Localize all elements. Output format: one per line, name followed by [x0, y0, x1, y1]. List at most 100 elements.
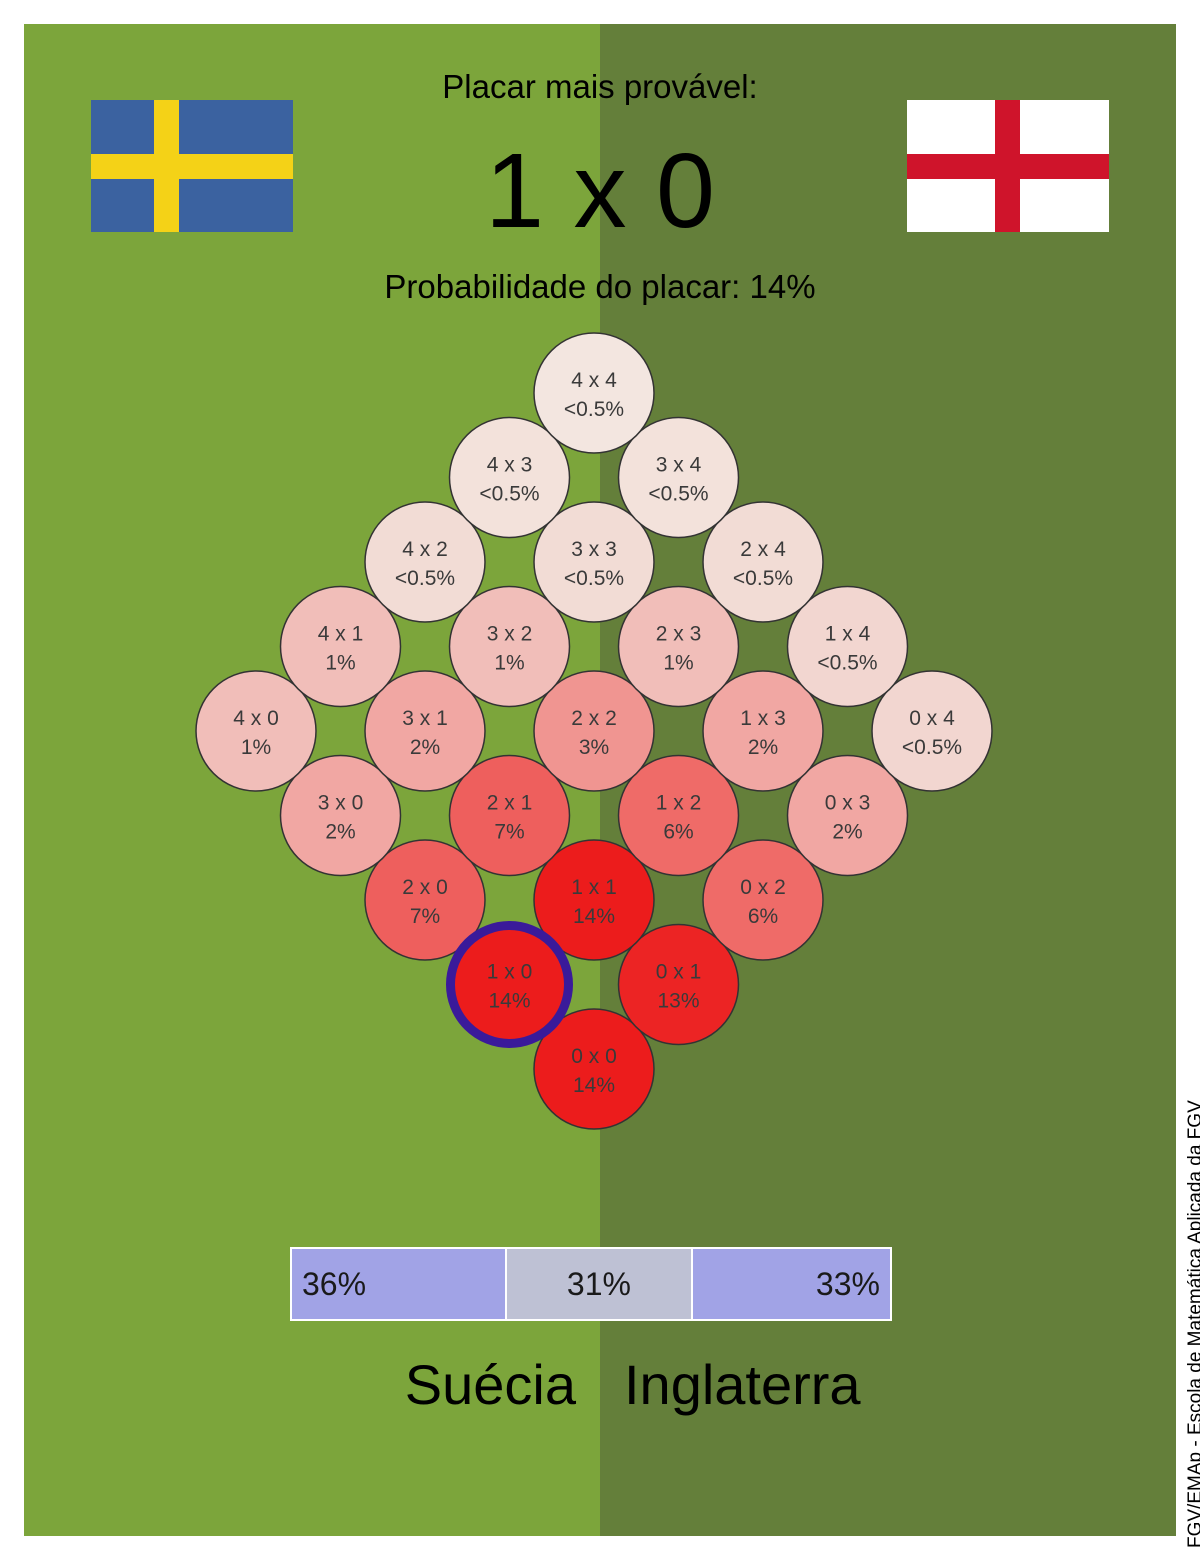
score-cell-3-2: 3 x 2 1% — [448, 585, 571, 708]
score-probability-label: 7% — [410, 905, 440, 928]
score-cell-1-2: 1 x 2 6% — [617, 754, 740, 877]
headline: Placar mais provável: — [442, 68, 758, 105]
score-label: 3 x 3 — [571, 538, 617, 561]
score-label: 3 x 4 — [656, 454, 702, 477]
score-circle — [364, 839, 486, 961]
score-cell-1-3: 1 x 3 2% — [702, 670, 824, 792]
score-label: 4 x 3 — [487, 454, 533, 477]
england-flag-icon — [907, 100, 1109, 232]
score-label: 3 x 2 — [487, 623, 533, 646]
score-cell-3-1: 3 x 1 2% — [364, 670, 486, 792]
score-label: 2 x 2 — [571, 707, 617, 730]
score-probability-label: <0.5% — [479, 483, 539, 506]
home-team-name: Suécia — [404, 1353, 576, 1416]
score-cell-1-1: 1 x 1 14% — [533, 839, 655, 961]
score-probability-label: 1% — [241, 736, 271, 759]
score-probability-label: <0.5% — [564, 567, 624, 590]
score-cell-0-4: 0 x 4 <0.5% — [871, 670, 993, 792]
score-label: 4 x 1 — [318, 623, 364, 646]
score-label: 3 x 0 — [318, 792, 364, 815]
credit-text: FGV/EMAp - Escola de Matemática Aplicada… — [1185, 1100, 1200, 1548]
score-cell-2-2: 2 x 2 3% — [533, 670, 655, 792]
score-circle — [448, 585, 571, 708]
score-probability-label: 2% — [748, 736, 778, 759]
score-circle — [448, 754, 571, 877]
score-circle — [533, 332, 655, 454]
score-cell-1-4: 1 x 4 <0.5% — [786, 585, 909, 708]
score-cell-2-1: 2 x 1 7% — [448, 754, 571, 877]
score-circle — [786, 754, 909, 877]
score-label: 4 x 2 — [402, 538, 448, 561]
score-probability-label: 2% — [325, 821, 355, 844]
score-probability-label: 1% — [494, 652, 524, 675]
score-circle — [279, 585, 402, 708]
score-label: 1 x 0 — [487, 961, 533, 984]
score-circle — [448, 416, 571, 539]
score-label: 0 x 3 — [825, 792, 871, 815]
score-probability-label: <0.5% — [564, 398, 624, 421]
score-label: 1 x 1 — [571, 876, 617, 899]
score-probability-label: 6% — [663, 821, 693, 844]
score-cell-0-3: 0 x 3 2% — [786, 754, 909, 877]
score-label: 0 x 1 — [656, 961, 702, 984]
score-circle — [364, 501, 486, 623]
score-label: 0 x 2 — [740, 876, 786, 899]
score-probability-diamond: 0 x 014%1 x 014%0 x 113%2 x 07%1 x 114%0… — [195, 332, 993, 1130]
score-cell-3-3: 3 x 3 <0.5% — [533, 501, 655, 623]
score-cell-4-2: 4 x 2 <0.5% — [364, 501, 486, 623]
score-circle — [533, 1008, 655, 1130]
score-cell-4-1: 4 x 1 1% — [279, 585, 402, 708]
score-label: 2 x 1 — [487, 792, 533, 815]
score-cell-2-0: 2 x 0 7% — [364, 839, 486, 961]
score-probability-label: 2% — [410, 736, 440, 759]
score-label: 1 x 3 — [740, 707, 786, 730]
score-label: 2 x 0 — [402, 876, 448, 899]
home-win-segment: 36% — [292, 1249, 508, 1319]
score-circle — [702, 670, 824, 792]
score-circle — [617, 416, 740, 539]
score-cell-0-0: 0 x 0 14% — [533, 1008, 655, 1130]
outcome-probability-bar: 36% 31% 33% — [290, 1247, 892, 1321]
score-cell-4-3: 4 x 3 <0.5% — [448, 416, 571, 539]
score-probability-label: 13% — [657, 990, 699, 1013]
score-circle — [786, 585, 909, 708]
score-probability-label: <0.5% — [817, 652, 877, 675]
score-label: 0 x 0 — [571, 1045, 617, 1068]
score-cell-4-0: 4 x 0 1% — [195, 670, 317, 792]
score-cell-2-3: 2 x 3 1% — [617, 585, 740, 708]
score-label: 1 x 4 — [825, 623, 871, 646]
score-circle — [533, 839, 655, 961]
score-circle — [533, 501, 655, 623]
score-cell-2-4: 2 x 4 <0.5% — [702, 501, 824, 623]
score-circle — [533, 670, 655, 792]
score-probability-label: 6% — [748, 905, 778, 928]
score-label: 1 x 2 — [656, 792, 702, 815]
score-probability: Probabilidade do placar: 14% — [384, 268, 816, 305]
score-circle — [702, 839, 824, 961]
score-cell-3-4: 3 x 4 <0.5% — [617, 416, 740, 539]
score-probability-label: <0.5% — [902, 736, 962, 759]
score-probability-label: <0.5% — [648, 483, 708, 506]
score-probability-label: <0.5% — [395, 567, 455, 590]
score-probability-label: 1% — [325, 652, 355, 675]
score-probability-label: 14% — [573, 905, 615, 928]
score-probability-label: 2% — [832, 821, 862, 844]
score-cell-0-1: 0 x 1 13% — [617, 923, 740, 1046]
most-likely-score: 1 x 0 — [485, 132, 715, 250]
score-probability-label: 7% — [494, 821, 524, 844]
score-cell-0-2: 0 x 2 6% — [702, 839, 824, 961]
score-label: 4 x 0 — [233, 707, 279, 730]
score-label: 3 x 1 — [402, 707, 448, 730]
score-circle — [195, 670, 317, 792]
score-circle — [702, 501, 824, 623]
score-probability-label: 14% — [488, 990, 530, 1013]
score-circle — [279, 754, 402, 877]
score-circle — [617, 923, 740, 1046]
score-label: 0 x 4 — [909, 707, 955, 730]
score-probability-label: 3% — [579, 736, 609, 759]
score-circle — [364, 670, 486, 792]
most-likely-highlight-ring — [446, 921, 573, 1048]
score-label: 2 x 4 — [740, 538, 786, 561]
sweden-flag-icon — [91, 100, 293, 232]
score-circle — [871, 670, 993, 792]
